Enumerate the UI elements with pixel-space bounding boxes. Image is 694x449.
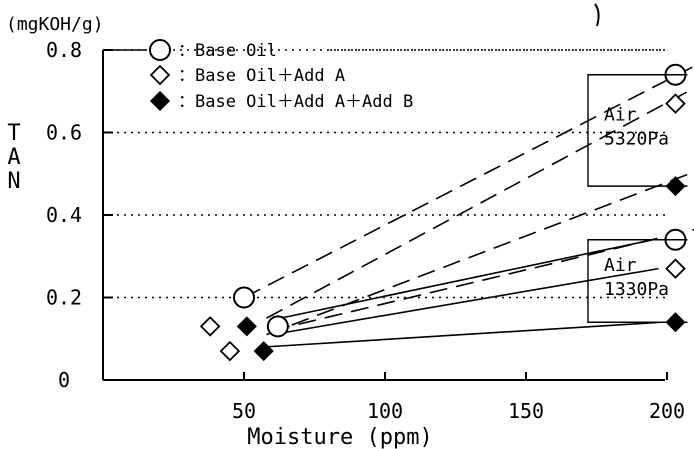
legend-label: ：Base Oil＋Add A — [178, 66, 345, 86]
solid-trend-line — [272, 267, 659, 336]
dashed-trend-line — [272, 228, 694, 332]
group-label-pressure: 5320Pa — [604, 128, 669, 149]
add-a-point — [665, 258, 686, 279]
base-oil-point — [233, 286, 255, 309]
x-tick-label: 150 — [508, 399, 544, 423]
group-label-air: Air — [604, 104, 637, 125]
legend-label: ：Base Oil＋Add A＋Add B — [178, 92, 413, 112]
group-bracket — [587, 239, 688, 323]
add-a-add-b-point — [253, 341, 274, 362]
add-a-point — [665, 93, 686, 114]
group-label-pressure: 1330Pa — [604, 279, 669, 300]
add-a-point — [219, 340, 241, 362]
legend-label: ：Base Oil — [178, 41, 277, 61]
ticks-layer: 0 0.2 0.4 0.6 0.8 50 100 150 200 — [46, 38, 685, 423]
y-axis-title-letter: T — [7, 121, 20, 146]
dashed-trend-line — [266, 87, 694, 319]
x-tick-label: 50 — [232, 399, 256, 423]
dashed-trend-line — [243, 65, 694, 299]
legend-add-a-point — [149, 64, 171, 86]
y-tick-label: 0.8 — [46, 38, 82, 62]
group-label-air: Air — [604, 255, 637, 276]
add-a-point — [199, 316, 221, 337]
group-bracket — [587, 74, 688, 187]
trend-lines-layer — [243, 65, 694, 348]
y-tick-label: 0.6 — [46, 121, 82, 145]
y-tick-label: 0 — [58, 368, 70, 392]
base-oil-point — [266, 315, 289, 338]
group-annotations: Air 5320Pa Air 1330Pa — [587, 74, 688, 323]
y-axis-title-letter: A — [7, 145, 20, 170]
top-right-mark — [594, 3, 600, 27]
solid-trend-line — [280, 238, 654, 319]
y-axis-title-letter: N — [7, 169, 20, 194]
x-tick-label: 100 — [367, 399, 403, 423]
legend: ：Base Oil ：Base Oil＋Add A ：Base Oil＋Add A＋… — [103, 39, 665, 112]
x-axis-title: Moisture (ppm) — [247, 425, 432, 449]
y-tick-label: 0.4 — [46, 203, 82, 227]
dashed-trend-line — [266, 173, 690, 336]
x-tick-label: 200 — [649, 399, 685, 423]
y-tick-label: 0.2 — [46, 286, 82, 310]
y-unit-label: (mgKOH/g) — [6, 14, 104, 35]
add-a-add-b-point — [236, 316, 257, 337]
legend-add-a-add-b-point — [149, 90, 171, 112]
legend-base-oil-point — [149, 39, 171, 61]
grid-layer — [103, 49, 665, 299]
solid-trend-line — [263, 321, 662, 348]
